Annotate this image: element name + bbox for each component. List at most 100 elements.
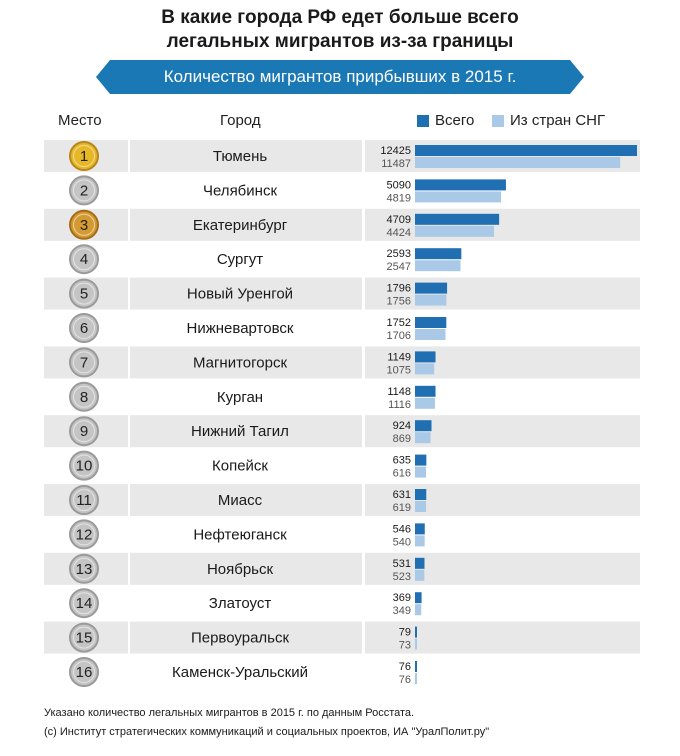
city-name: Екатеринбург [193,217,288,234]
rank-badge-ring [73,420,95,443]
bar-total [415,523,425,535]
rank-column-header: Место [58,112,102,129]
city-name: Миасс [218,492,263,509]
city-name: Нефтеюганск [193,526,287,543]
footnote-source: Указано количество легальных мигрантов в… [44,707,415,719]
bar-total [415,248,462,260]
rank-badge-ring [73,179,95,202]
city-name: Сургут [217,251,263,268]
value-label-cis: 1706 [387,330,411,342]
value-label-total: 12425 [380,145,411,157]
rank-badge-ring [73,385,95,408]
value-label-total: 546 [393,523,411,535]
city-name: Нижневартовск [187,320,294,337]
legend-total-swatch [417,114,429,127]
legend-cis-swatch [492,114,504,127]
rank-badge [69,278,99,309]
legend-total: Всего [417,112,474,129]
bar-total [415,626,417,638]
value-label-cis: 73 [399,640,411,652]
bar-cis [415,638,417,650]
value-label-cis: 540 [393,536,411,548]
rank-number: 4 [80,251,88,268]
rank-badge [69,450,99,481]
row-band-city [130,140,362,172]
bar-cis [415,466,427,478]
value-label-cis: 616 [393,468,411,480]
value-label-cis: 1075 [387,364,411,376]
bar-total [415,282,448,294]
value-label-cis: 4424 [387,227,411,239]
row-band-values [365,277,640,310]
rank-badge [69,416,99,447]
rank-number: 12 [76,526,93,543]
rank-badge [69,485,99,515]
row-band-city [130,621,362,654]
row-band-values [365,621,640,654]
bar-total [415,179,506,191]
rank-number: 2 [80,182,88,199]
value-label-total: 2593 [387,248,411,260]
rank-badge-ring [73,523,95,546]
rank-badge [69,519,99,550]
row-band-values [365,208,640,241]
value-label-total: 4709 [387,214,411,226]
rank-badge [69,209,99,240]
rank-number: 16 [76,664,93,681]
value-label-total: 531 [393,558,411,570]
bar-total [415,661,417,672]
legend-total-label: Всего [435,112,475,129]
city-name: Каменск-Уральский [172,664,308,681]
footnote-copyright: (с) Институт стратегических коммуникаций… [44,726,490,738]
bar-cis [415,260,461,272]
city-name: Копейск [212,458,268,475]
bar-cis [415,535,425,547]
city-name: Златоуст [209,595,272,612]
row-band-city [130,208,362,241]
bar-cis [415,432,431,444]
rank-badge-ring [73,351,95,374]
rank-badge [69,347,99,378]
rank-badge [69,622,99,653]
city-name: Челябинск [203,182,277,199]
rank-badge [69,244,99,275]
value-label-cis: 869 [393,433,411,445]
value-label-cis: 4819 [387,192,411,204]
bar-total [415,317,447,328]
bar-cis [415,569,425,581]
rank-number: 11 [76,492,92,509]
row-band-values [365,484,640,516]
city-name: Магнитогорск [193,354,288,371]
city-name: Тюмень [213,148,268,165]
row-band-city [130,277,362,310]
rank-badge-ring [73,282,95,305]
subtitle-ribbon: Количество мигрантов прирбывших в 2015 г… [96,60,584,94]
bar-cis [415,225,495,237]
value-label-total: 1148 [387,386,411,398]
value-label-total: 1149 [387,351,411,363]
city-name: Курган [217,389,263,406]
value-label-total: 5090 [387,179,411,191]
bar-total [415,351,436,363]
bar-cis [415,294,447,306]
rank-number: 15 [76,630,93,647]
value-label-total: 635 [393,455,411,467]
rank-badge [69,141,99,171]
bar-cis [415,329,446,340]
row-band-values [365,346,640,379]
bar-cis [415,397,435,409]
value-label-total: 1752 [387,317,411,329]
value-label-cis: 523 [393,571,411,583]
rank-badge-ring [73,248,95,271]
row-band-city [130,552,362,585]
rank-number: 13 [76,561,93,578]
value-label-cis: 1756 [387,296,411,308]
rank-number: 5 [80,286,88,303]
value-label-total: 76 [399,661,411,673]
legend-cis: Из стран СНГ [492,112,605,129]
row-band-values [365,552,640,585]
rank-badge-ring [73,557,95,580]
row-band-city [130,346,362,379]
rank-badge-ring [73,661,95,683]
